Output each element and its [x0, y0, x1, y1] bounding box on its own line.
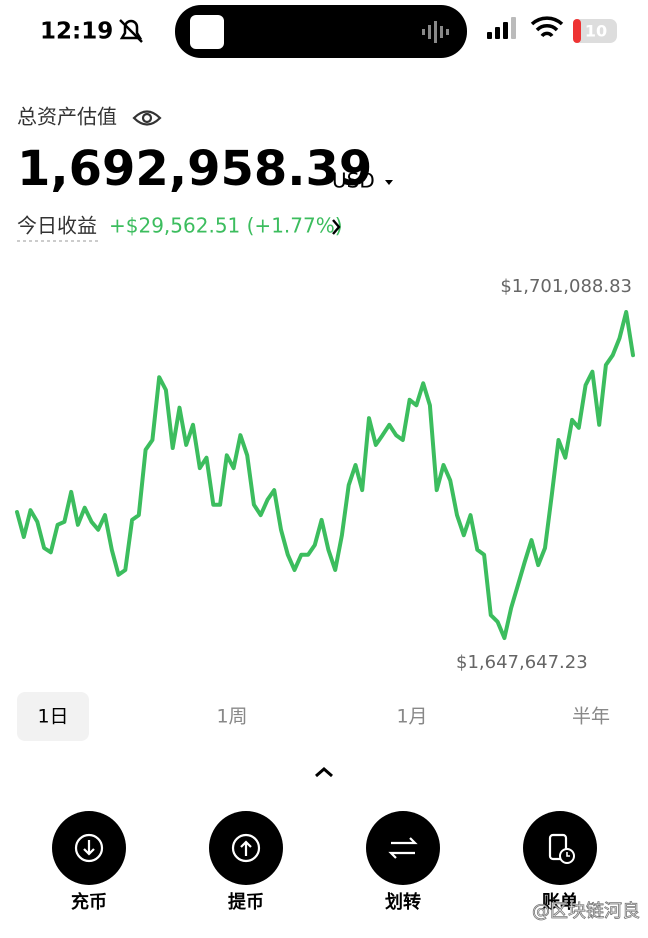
action-label: 划转 [385, 891, 421, 913]
tab[interactable]: 1月 [396, 706, 427, 728]
action-withdraw[interactable] [209, 811, 283, 885]
expand-chevron[interactable] [315, 767, 333, 778]
status-time: 12:19 [40, 19, 113, 45]
battery [573, 19, 617, 43]
tab-active-bg [17, 692, 89, 741]
dynamic-island [175, 5, 467, 58]
wifi-icon [530, 16, 564, 38]
price-line [15, 310, 635, 640]
min-label: $1,647,647.23 [456, 652, 588, 673]
action-label: 账单 [542, 891, 578, 913]
signal-icon [487, 17, 516, 39]
pnl-label: 今日收益 [17, 214, 97, 238]
action-transfer[interactable] [366, 811, 440, 885]
eye-icon[interactable] [132, 110, 162, 126]
max-label: $1,701,088.83 [500, 276, 632, 297]
tab[interactable]: 半年 [572, 706, 610, 728]
pnl-value: +$29,562.51 (+1.77%) [109, 214, 343, 238]
audio-icon [422, 21, 449, 43]
tab[interactable]: 1周 [216, 706, 247, 728]
currency[interactable]: USD [332, 169, 375, 193]
tab[interactable]: 1日 [37, 706, 68, 728]
battery-level [573, 19, 581, 43]
asset-title: 总资产估值 [17, 105, 117, 129]
battery-text: 10 [585, 22, 607, 41]
mute-icon [119, 19, 143, 43]
action-label: 充币 [71, 891, 107, 913]
action-deposit[interactable] [52, 811, 126, 885]
action-label: 提币 [228, 891, 264, 913]
currency-caret[interactable] [385, 180, 393, 185]
app-thumb [190, 15, 224, 49]
action-bill[interactable] [523, 811, 597, 885]
pnl-chevron[interactable] [332, 219, 341, 235]
balance: 1,692,958.39 [17, 141, 372, 197]
watermark: @区块链河良 [532, 901, 640, 922]
